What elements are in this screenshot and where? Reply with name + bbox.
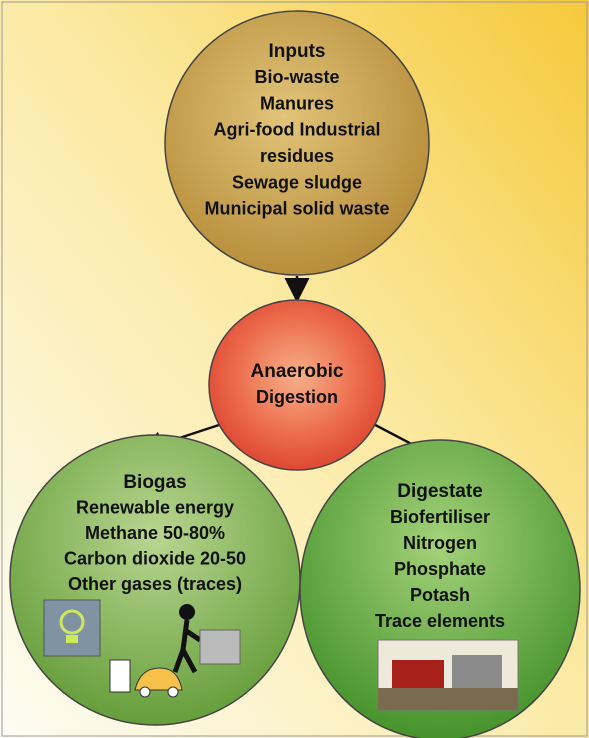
node-title: Biogas xyxy=(123,472,186,493)
node-line: Manures xyxy=(260,93,334,113)
node-line: residues xyxy=(260,146,334,166)
node-line: Municipal solid waste xyxy=(204,199,389,219)
wheel xyxy=(139,686,151,698)
wheel xyxy=(167,686,179,698)
digestion-circle xyxy=(208,299,386,471)
pump-icon xyxy=(109,659,131,693)
node-line: Sewage sludge xyxy=(232,172,362,192)
biogas-icons xyxy=(43,599,241,698)
node-line: Potash xyxy=(410,585,470,605)
node-line: Methane 50-80% xyxy=(85,523,225,543)
node-line: Biofertiliser xyxy=(390,507,490,527)
node-line: Digestion xyxy=(256,387,338,407)
field xyxy=(378,688,518,710)
car-icon xyxy=(134,667,183,691)
node-title: Inputs xyxy=(269,41,326,62)
node-line: Phosphate xyxy=(394,559,486,579)
node-line: Bio-waste xyxy=(254,67,339,87)
tractor xyxy=(392,660,444,688)
digestate-image xyxy=(377,639,519,711)
node-line: Nitrogen xyxy=(403,533,477,553)
person xyxy=(172,619,202,674)
bulb-base xyxy=(66,635,78,643)
spreader xyxy=(452,655,502,688)
radiator xyxy=(199,629,241,665)
person-head xyxy=(179,604,195,620)
node-line: Renewable energy xyxy=(76,497,234,517)
node-line: Trace elements xyxy=(375,611,505,631)
labels: Inputs Bio-waste Manures Agri-food Industri… xyxy=(64,41,505,631)
node-title: Anaerobic xyxy=(251,361,344,382)
node-title: Digestate xyxy=(397,481,483,502)
node-line: Agri-food Industrial xyxy=(214,120,381,140)
node-line: Other gases (traces) xyxy=(68,574,242,594)
bulb-icon xyxy=(43,599,101,657)
inputs-circle xyxy=(164,10,430,276)
bulb xyxy=(59,609,85,635)
node-line: Carbon dioxide 20-50 xyxy=(64,548,246,568)
